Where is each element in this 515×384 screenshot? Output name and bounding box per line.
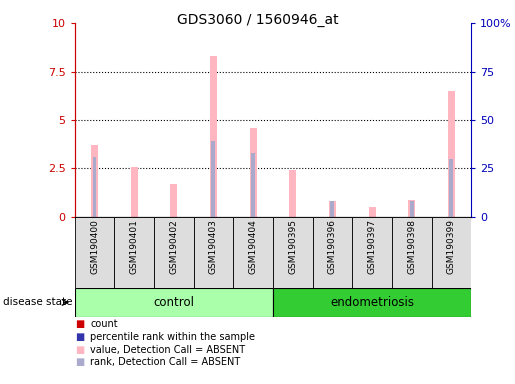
Text: GSM190396: GSM190396	[328, 219, 337, 274]
Bar	[93, 157, 96, 217]
Bar	[408, 200, 415, 217]
Text: count: count	[90, 319, 118, 329]
Bar	[91, 145, 98, 217]
Text: GSM190397: GSM190397	[368, 219, 376, 274]
Text: GDS3060 / 1560946_at: GDS3060 / 1560946_at	[177, 13, 338, 27]
Text: value, Detection Call = ABSENT: value, Detection Call = ABSENT	[90, 345, 245, 355]
Bar	[329, 202, 336, 217]
Bar	[131, 167, 138, 217]
Bar	[410, 202, 414, 217]
Bar	[369, 207, 375, 217]
Text: GSM190403: GSM190403	[209, 219, 218, 274]
Text: GSM190395: GSM190395	[288, 219, 297, 274]
Bar	[313, 217, 352, 288]
Text: GSM190399: GSM190399	[447, 219, 456, 274]
Bar	[75, 288, 273, 317]
Bar	[251, 153, 255, 217]
Bar	[331, 202, 334, 217]
Text: GSM190398: GSM190398	[407, 219, 416, 274]
Bar	[273, 288, 471, 317]
Bar	[273, 217, 313, 288]
Bar	[352, 217, 392, 288]
Bar	[233, 217, 273, 288]
Text: endometriosis: endometriosis	[330, 296, 414, 309]
Text: control: control	[153, 296, 194, 309]
Text: percentile rank within the sample: percentile rank within the sample	[90, 332, 255, 342]
Text: GSM190401: GSM190401	[130, 219, 139, 274]
Bar	[114, 217, 154, 288]
Bar	[75, 217, 114, 288]
Text: ■: ■	[75, 319, 84, 329]
Text: GSM190400: GSM190400	[90, 219, 99, 274]
Text: ■: ■	[75, 358, 84, 367]
Bar	[289, 170, 296, 217]
Text: GSM190402: GSM190402	[169, 219, 178, 274]
Bar	[212, 141, 215, 217]
Text: GSM190404: GSM190404	[249, 219, 258, 274]
Bar	[250, 128, 256, 217]
Text: ■: ■	[75, 345, 84, 355]
Text: disease state: disease state	[3, 297, 72, 308]
Bar	[194, 217, 233, 288]
Bar	[432, 217, 471, 288]
Bar	[448, 91, 455, 217]
Bar	[210, 56, 217, 217]
Bar	[392, 217, 432, 288]
Text: rank, Detection Call = ABSENT: rank, Detection Call = ABSENT	[90, 358, 241, 367]
Bar	[450, 159, 453, 217]
Bar	[154, 217, 194, 288]
Text: ■: ■	[75, 332, 84, 342]
Bar	[170, 184, 177, 217]
